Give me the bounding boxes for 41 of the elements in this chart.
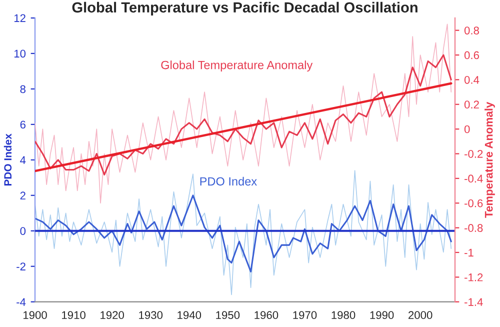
y-tick-label: 2 [20, 192, 26, 200]
y-tick-label: -2 [16, 262, 26, 270]
y-tick-label: 12 [14, 14, 26, 22]
x-tick-label: 1990 [370, 311, 394, 320]
y2-tick-label: -0.2 [464, 150, 483, 158]
series-label: PDO Index [200, 176, 257, 186]
x-tick-label: 2000 [408, 311, 432, 320]
y-tick-label: -4 [16, 298, 26, 306]
x-tick-label: 1910 [62, 311, 86, 320]
y2-tick-label: -0.6 [464, 199, 483, 208]
y2-tick-label: -1.2 [464, 273, 483, 282]
y-tick-label: 4 [20, 156, 26, 164]
chart-title: Global Temperature vs Pacific Decadal Oscillation [72, 2, 418, 16]
y2-tick-label: 0 [464, 125, 470, 134]
line-series [35, 24, 452, 204]
x-tick-label: 1970 [293, 311, 317, 320]
line-series [35, 170, 452, 296]
y2-tick-label: 0.4 [464, 76, 480, 84]
line-series [35, 194, 452, 272]
y2-tick-label: -0.4 [464, 174, 483, 183]
y2-tick-label: 0.6 [464, 51, 479, 60]
line-series [35, 54, 452, 176]
y2-axis-title: Temperature Anomaly [484, 102, 495, 218]
x-tick-label: 1900 [23, 311, 47, 320]
y2-tick-label: -0.8 [464, 224, 483, 232]
y2-tick-label: -1.4 [464, 298, 483, 306]
y2-tick-label: 0.8 [464, 26, 479, 34]
y2-tick-label: 0.2 [464, 100, 479, 109]
y-tick-label: 8 [20, 85, 26, 94]
y-tick-label: 6 [20, 120, 26, 129]
y-tick-label: 0 [20, 227, 26, 235]
y2-tick-label: -1 [464, 248, 474, 256]
text: Global Temperature Anomaly [161, 60, 313, 72]
x-tick-label: 1960 [254, 311, 278, 320]
x-tick-label: 1980 [332, 311, 356, 320]
x-tick-label: 1950 [216, 311, 240, 320]
y-axis-title: PDO Index [4, 134, 12, 186]
x-tick-label: 1920 [100, 311, 124, 320]
y-tick-label: 10 [14, 50, 26, 58]
x-tick-label: 1930 [139, 311, 163, 320]
x-tick-label: 1940 [178, 311, 202, 320]
